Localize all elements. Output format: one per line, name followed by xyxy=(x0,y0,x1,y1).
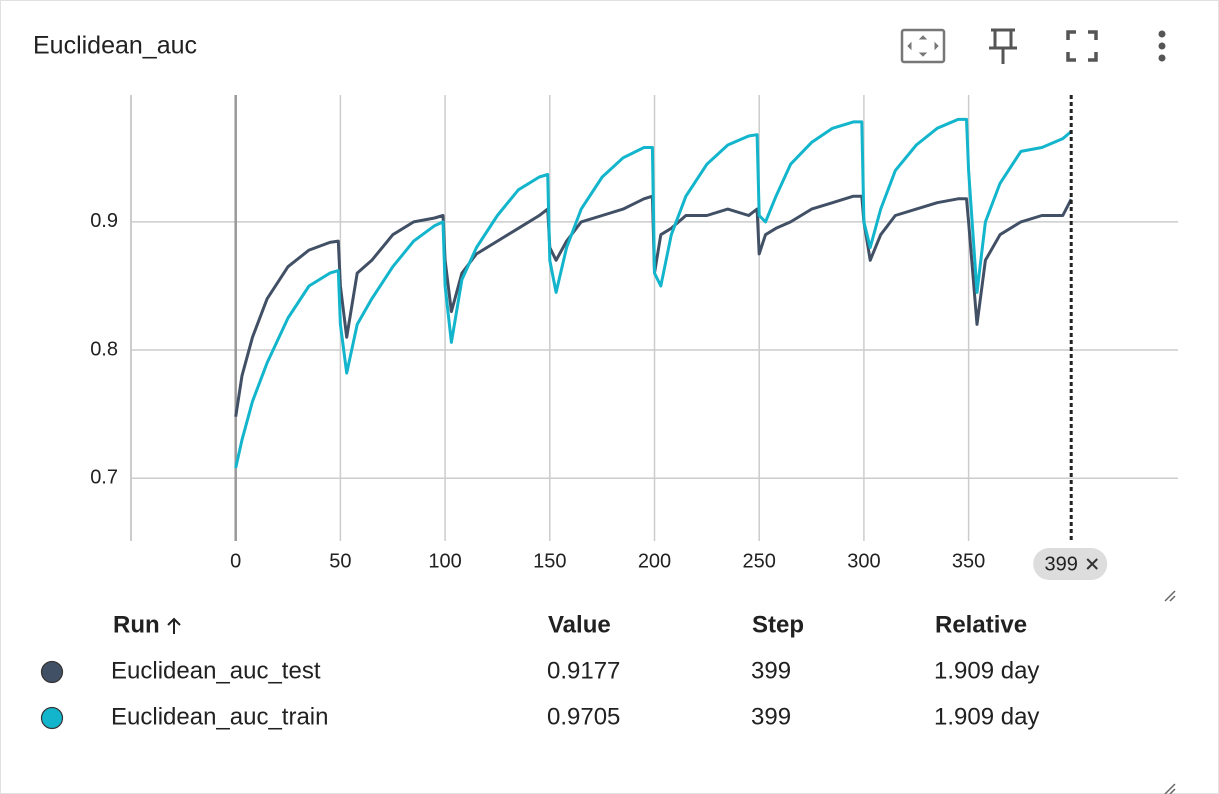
table-cell: 399 xyxy=(751,657,791,684)
pin-icon[interactable] xyxy=(989,28,1017,64)
table-cell: Euclidean_auc_train xyxy=(111,703,329,730)
fit-icon[interactable] xyxy=(900,28,946,64)
menu-icon[interactable] xyxy=(1158,30,1166,62)
run-color-dot xyxy=(40,706,64,730)
table-body: Euclidean_auc_test 0.9177 399 1.909 day Eucl… xyxy=(40,657,1039,730)
table-cell: 399 xyxy=(751,703,791,730)
x-tick-label: 200 xyxy=(638,550,671,572)
table-cell: Euclidean_auc_test xyxy=(111,657,321,684)
x-tick-label: 150 xyxy=(533,550,566,572)
fullscreen-icon[interactable] xyxy=(1066,30,1098,62)
y-tick-label: 0.8 xyxy=(90,338,118,360)
table-cell: 1.909 day xyxy=(934,657,1039,684)
x-tick-label: 100 xyxy=(428,550,461,572)
table-cell: 0.9177 xyxy=(547,657,620,684)
x-tick-label: 350 xyxy=(952,550,985,572)
table-header[interactable]: Run xyxy=(113,611,160,638)
y-tick-label: 0.7 xyxy=(90,466,118,488)
table-cell: 1.909 day xyxy=(934,703,1039,730)
x-tick-label: 300 xyxy=(847,550,880,572)
cursor-badge xyxy=(1033,548,1108,580)
cursor-close-icon[interactable] xyxy=(1086,558,1098,570)
resize-handle[interactable] xyxy=(1164,783,1176,794)
x-tick-label: 0 xyxy=(230,550,241,572)
x-tick-label: 50 xyxy=(329,550,351,572)
table-header[interactable]: Step xyxy=(752,611,804,638)
resize-handle[interactable] xyxy=(1164,590,1176,602)
table-cell: 0.9705 xyxy=(547,703,620,730)
table-header[interactable]: Relative xyxy=(935,611,1027,638)
run-color-dot xyxy=(40,660,64,684)
y-tick-label: 0.9 xyxy=(90,210,118,232)
series-line xyxy=(234,117,1073,469)
x-tick-label: 250 xyxy=(743,550,776,572)
plot-area: 0.7 0.8 0.9 0 50 100 150 200 250 300 350 399 xyxy=(90,95,1178,580)
card-title: Euclidean_auc xyxy=(33,32,197,60)
sort-arrow-icon[interactable] xyxy=(167,617,181,634)
cursor-label: 399 xyxy=(1045,553,1078,575)
table-header[interactable]: Value xyxy=(548,611,611,638)
